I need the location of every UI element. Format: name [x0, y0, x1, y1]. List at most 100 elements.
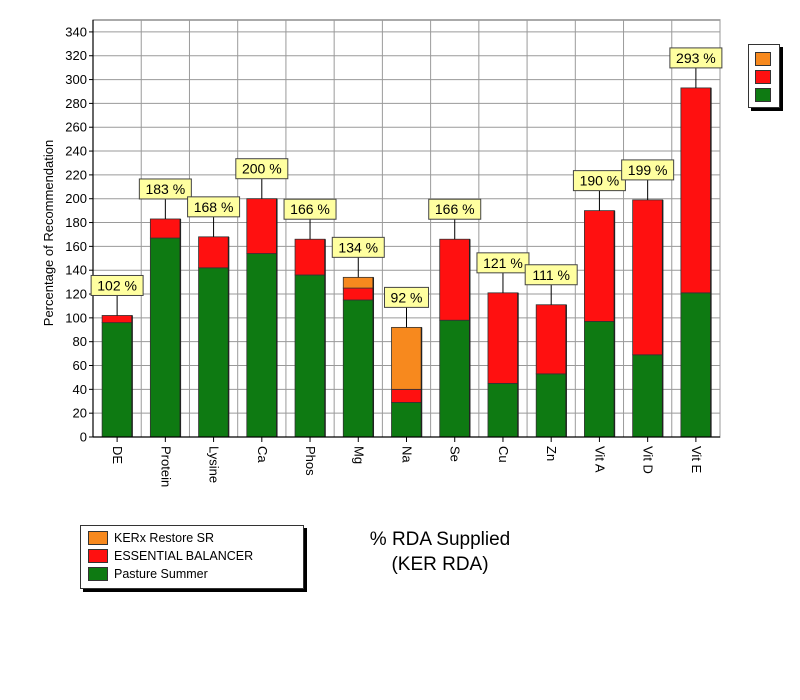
caption-line-2: (KER RDA): [391, 554, 489, 575]
bar-essential-balancer: [487, 292, 519, 384]
data-label-box: [138, 178, 192, 200]
side-legend-swatch-green: [755, 88, 771, 102]
legend-item-kerx-restore-sr: KERx Restore SR: [88, 530, 214, 546]
data-label-box: [187, 196, 241, 218]
bar-essential-balancer: [439, 238, 471, 321]
y-tick-label: 40: [73, 382, 87, 397]
legend-item-essential-balancer: ESSENTIAL BALANCER: [88, 548, 253, 564]
bar-essential-balancer: [391, 388, 422, 403]
x-tick-label: Vit A: [592, 446, 607, 473]
y-tick-label: 200: [65, 191, 87, 206]
side-legend-swatch-orange: [755, 52, 771, 66]
bar-essential-balancer: [101, 315, 133, 324]
y-tick-label: 160: [65, 239, 87, 254]
caption-line-1: % RDA Supplied: [369, 529, 511, 550]
y-tick-label: 280: [65, 96, 87, 111]
x-tick-label: Se: [448, 446, 463, 462]
data-label: 92 %: [391, 289, 423, 305]
legend-swatch: [88, 531, 108, 545]
data-label-box: [524, 264, 578, 286]
x-tick-label: DE: [110, 446, 125, 464]
legend-swatch: [88, 549, 108, 563]
bar-pasture-summer: [680, 292, 712, 438]
data-label: 102 %: [97, 277, 137, 293]
bar-essential-balancer: [294, 238, 326, 276]
data-labels: 102 % 183 % 168 % 200 % 166 % 134 % 92 % 166 % 1…: [90, 47, 723, 328]
axes: 0 20 40 60 80 100 120 140 160 180 200 220 240 260 280 3…: [65, 20, 720, 487]
y-tick-label: 120: [65, 287, 87, 302]
y-tick-label: 300: [65, 72, 87, 87]
bar-kerx-restore-sr: [391, 326, 422, 390]
data-label-box: [331, 236, 385, 258]
data-label-box: [90, 274, 144, 296]
bar-pasture-summer: [632, 354, 664, 438]
data-label-box: [621, 159, 675, 181]
data-label: 134 %: [338, 239, 378, 255]
x-tick-label: Vit D: [641, 446, 656, 474]
x-tick-label: Lysine: [207, 446, 222, 483]
data-label: 190 %: [580, 173, 620, 189]
bar-pasture-summer: [584, 321, 615, 438]
x-tick-label: Zn: [544, 446, 559, 461]
data-label: 293 %: [676, 50, 716, 66]
bar-essential-balancer: [342, 287, 374, 301]
bar-pasture-summer: [101, 322, 133, 438]
data-label: 183 %: [145, 181, 185, 197]
y-tick-label: 60: [73, 358, 87, 373]
data-label-box: [428, 198, 482, 220]
y-tick-label: 20: [73, 406, 87, 421]
data-label-box: [476, 252, 530, 274]
bars: [101, 87, 712, 438]
data-label-box: [384, 286, 429, 308]
bar-pasture-summer: [391, 402, 422, 438]
y-tick-label: 240: [65, 144, 87, 159]
data-label-box: [572, 170, 626, 192]
data-label: 199 %: [628, 162, 668, 178]
x-tick-label: Na: [400, 446, 415, 463]
data-label: 200 %: [242, 161, 282, 177]
side-legend-clipped: [748, 44, 780, 108]
bar-pasture-summer: [535, 373, 567, 438]
y-tick-label: 340: [65, 24, 87, 39]
data-label: 166 %: [290, 201, 330, 217]
x-tick-label: Phos: [303, 446, 318, 476]
x-tick-label: Protein: [158, 446, 173, 487]
data-label-box: [283, 198, 337, 220]
bar-essential-balancer: [198, 236, 229, 269]
bar-pasture-summer: [294, 274, 326, 438]
bar-essential-balancer: [584, 210, 615, 322]
data-label: 168 %: [194, 199, 234, 215]
y-tick-label: 100: [65, 310, 87, 325]
bar-pasture-summer: [198, 267, 229, 438]
bar-essential-balancer: [149, 218, 181, 239]
y-tick-label: 260: [65, 120, 87, 135]
bar-essential-balancer: [680, 87, 712, 294]
bar-pasture-summer: [246, 253, 278, 438]
bar-kerx-restore-sr: [342, 276, 374, 289]
y-axis-title: Percentage of Recommendation: [41, 140, 56, 326]
x-tick-label: Mg: [351, 446, 366, 464]
legend-label: ESSENTIAL BALANCER: [114, 549, 254, 563]
y-tick-label: 80: [73, 334, 87, 349]
chart-legend: KERx Restore SR ESSENTIAL BALANCER Pastu…: [80, 525, 304, 589]
side-legend-swatch-red: [755, 70, 771, 84]
data-label-box: [235, 158, 289, 180]
bar-essential-balancer: [632, 199, 664, 356]
data-label: 121 %: [483, 255, 523, 271]
legend-swatch: [88, 567, 108, 581]
bar-pasture-summer: [149, 237, 181, 438]
chart-caption: % RDA Supplied (KER RDA): [330, 527, 550, 577]
x-tick-label: Ca: [255, 446, 270, 463]
bar-pasture-summer: [342, 299, 374, 438]
bar-pasture-summer: [439, 319, 471, 438]
bar-pasture-summer: [487, 382, 519, 438]
x-tick-label: Cu: [496, 446, 511, 463]
legend-item-pasture-summer: Pasture Summer: [88, 566, 208, 582]
y-tick-label: 140: [65, 263, 87, 278]
y-tick-label: 320: [65, 48, 87, 63]
y-tick-label: 220: [65, 167, 87, 182]
bar-essential-balancer: [535, 304, 567, 375]
data-label: 166 %: [435, 201, 475, 217]
data-label: 111 %: [532, 267, 570, 283]
